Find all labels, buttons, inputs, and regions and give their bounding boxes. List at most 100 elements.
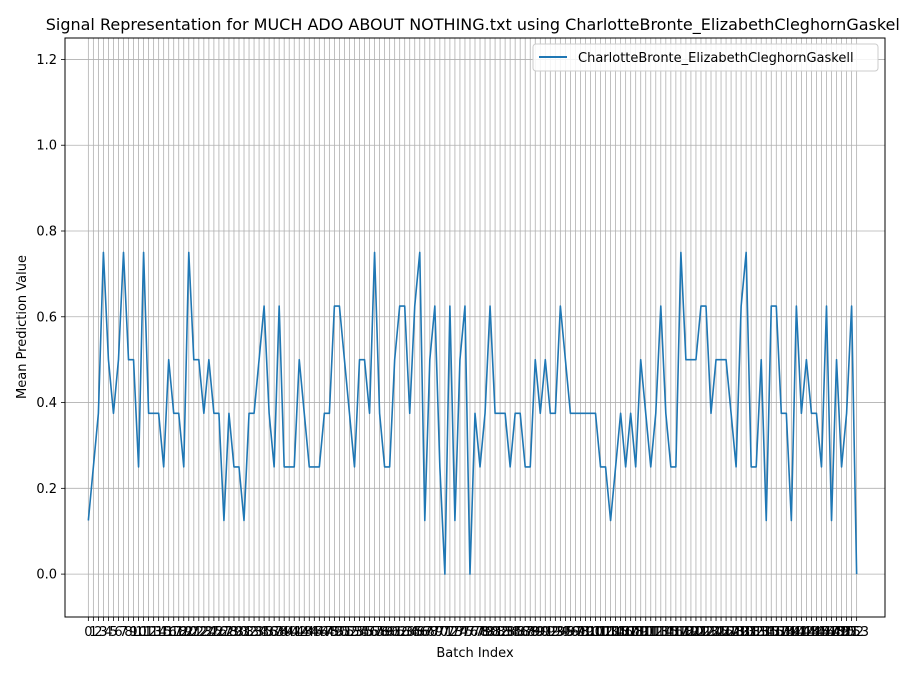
data-point	[348, 412, 350, 414]
y-tick-label: 0.0	[36, 568, 57, 583]
x-tick-label: 55	[356, 625, 373, 640]
x-tick-label: 36	[261, 625, 278, 640]
x-tick-label: 5	[109, 625, 117, 640]
data-point	[740, 305, 742, 307]
x-tick-label: 13	[145, 625, 162, 640]
x-axis-label: Batch Index	[436, 646, 514, 661]
x-tick-label: 140	[779, 625, 804, 640]
data-point	[393, 358, 395, 360]
x-tick-label: 84	[502, 625, 519, 640]
data-point	[283, 466, 285, 468]
data-point	[424, 519, 426, 521]
x-tick-label: 103	[593, 625, 618, 640]
x-tick-label: 118	[668, 625, 693, 640]
x-tick-label: 131	[734, 625, 759, 640]
x-tick-label: 120	[679, 625, 704, 640]
x-tick-label: 149	[824, 625, 849, 640]
x-tick-label: 85	[507, 625, 524, 640]
data-point	[203, 412, 205, 414]
x-tick-label: 15	[155, 625, 172, 640]
x-tick-label: 32	[241, 625, 258, 640]
x-tick-label: 24	[201, 625, 218, 640]
data-point	[323, 412, 325, 414]
y-axis-ticks: 0.0 0.2 0.4 0.6 0.8 1.0 1.2	[36, 53, 65, 583]
data-point	[87, 519, 89, 521]
x-tick-label: 147	[814, 625, 839, 640]
x-tick-label: 106	[608, 625, 633, 640]
data-point	[579, 412, 581, 414]
data-point	[419, 251, 421, 253]
data-point	[122, 251, 124, 253]
x-tick-label: 79	[477, 625, 494, 640]
data-point	[609, 519, 611, 521]
data-point	[544, 358, 546, 360]
data-point	[564, 358, 566, 360]
data-point	[765, 519, 767, 521]
data-point	[825, 305, 827, 307]
data-point	[514, 412, 516, 414]
data-point	[735, 466, 737, 468]
x-tick-label: 130	[729, 625, 754, 640]
data-point	[840, 466, 842, 468]
x-tick-label: 34	[251, 625, 268, 640]
data-point	[715, 358, 717, 360]
data-point	[775, 305, 777, 307]
x-tick-label: 128	[719, 625, 744, 640]
data-point	[494, 412, 496, 414]
x-tick-label: 56	[361, 625, 378, 640]
x-tick-label: 101	[583, 625, 608, 640]
series-lines	[87, 251, 858, 575]
x-tick-label: 82	[492, 625, 509, 640]
data-point	[318, 466, 320, 468]
x-tick-label: 133	[744, 625, 769, 640]
x-tick-label: 129	[724, 625, 749, 640]
data-point	[700, 305, 702, 307]
data-point	[599, 466, 601, 468]
data-point	[499, 412, 501, 414]
data-point	[619, 412, 621, 414]
data-point	[233, 466, 235, 468]
data-point	[248, 412, 250, 414]
x-tick-label: 45	[306, 625, 323, 640]
data-point	[760, 358, 762, 360]
data-point	[710, 412, 712, 414]
data-point	[634, 466, 636, 468]
data-point	[629, 412, 631, 414]
data-point	[243, 519, 245, 521]
x-tick-label: 60	[381, 625, 398, 640]
x-tick-label: 33	[246, 625, 263, 640]
x-tick-label: 61	[386, 625, 403, 640]
data-point	[459, 358, 461, 360]
y-tick-label: 0.4	[36, 396, 57, 411]
data-point	[303, 412, 305, 414]
x-tick-label: 23	[196, 625, 213, 640]
x-tick-label: 148	[819, 625, 844, 640]
x-tick-label: 73	[447, 625, 464, 640]
data-point	[785, 412, 787, 414]
series-line	[87, 251, 858, 575]
data-point	[730, 412, 732, 414]
x-tick-label: 102	[588, 625, 613, 640]
x-tick-label: 117	[663, 625, 688, 640]
data-point	[178, 412, 180, 414]
data-point	[640, 358, 642, 360]
data-point	[409, 412, 411, 414]
x-tick-label: 112	[638, 625, 663, 640]
data-point	[444, 573, 446, 575]
x-tick-label: 107	[613, 625, 638, 640]
x-tick-label: 50	[331, 625, 348, 640]
data-point	[589, 412, 591, 414]
x-tick-label: 62	[391, 625, 408, 640]
x-tick-label: 132	[739, 625, 764, 640]
data-point	[604, 466, 606, 468]
x-tick-label: 95	[557, 625, 574, 640]
x-tick-label: 9	[129, 625, 137, 640]
y-axis-label: Mean Prediction Value	[15, 255, 30, 399]
data-point	[152, 412, 154, 414]
x-tick-label: 72	[442, 625, 459, 640]
x-tick-label: 80	[482, 625, 499, 640]
data-point	[655, 412, 657, 414]
data-point	[223, 519, 225, 521]
x-tick-label: 37	[266, 625, 283, 640]
x-tick-label: 30	[231, 625, 248, 640]
